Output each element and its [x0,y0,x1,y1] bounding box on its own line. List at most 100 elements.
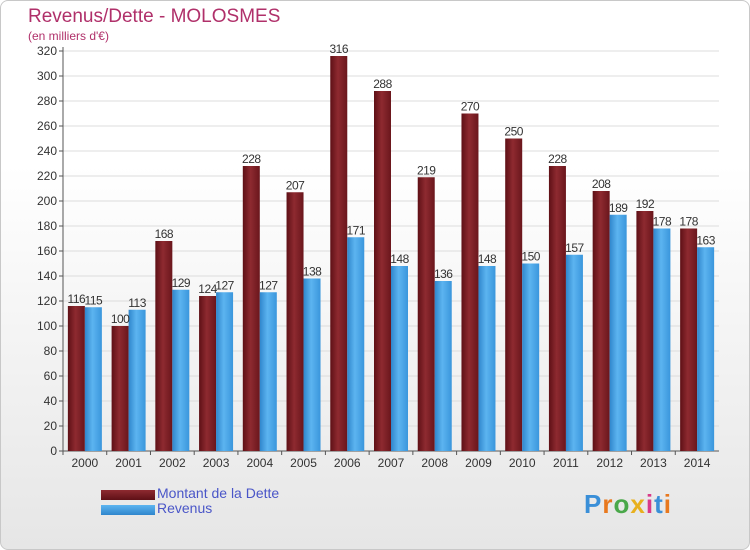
y-tick-label: 140 [37,269,57,283]
data-label-revenus: 127 [215,278,234,292]
data-label-revenus: 163 [696,233,715,247]
data-label-revenus: 150 [521,250,540,264]
data-label-dette: 228 [548,152,567,166]
x-tick-label: 2001 [115,456,142,470]
bars [67,56,715,451]
y-tick-label: 280 [37,94,57,108]
data-label-revenus: 138 [303,265,322,279]
data-label-dette: 168 [155,227,174,241]
legend-swatch-revenus [101,505,155,515]
data-label-dette: 116 [68,292,86,306]
x-tick-label: 2002 [159,456,186,470]
bar-revenus [128,309,146,451]
logo-letter: x [630,489,646,519]
data-label-revenus: 148 [478,252,497,266]
bar-dette [199,296,217,451]
logo-letter: P [584,489,603,519]
data-label-dette: 288 [373,77,392,91]
bar-dette [461,113,479,451]
legend-label-revenus: Revenus [157,500,213,516]
chart-title: Revenus/Dette - MOLOSMES [28,6,281,27]
bar-dette [242,166,260,451]
chart-subtitle: (en milliers d'€) [28,29,109,43]
bar-revenus [653,228,671,451]
axes: 0 20 40 60 80 100 120 140 160 180 200 220 240 260 280 3… [37,44,719,470]
y-tick-label: 120 [37,294,57,308]
y-tick-label: 320 [37,44,57,58]
bar-revenus [347,237,365,451]
data-label-revenus: 136 [434,267,453,281]
bar-revenus [216,292,234,451]
y-tick-label: 40 [44,394,58,408]
data-label-revenus: 171 [347,223,366,237]
data-label-revenus: 189 [609,201,628,215]
data-label-revenus: 127 [259,278,278,292]
data-label-dette: 124 [198,282,217,296]
x-tick-label: 2010 [509,456,536,470]
x-tick-label: 2009 [465,456,492,470]
bar-dette [636,211,654,451]
bar-revenus [391,266,408,451]
data-label-dette: 207 [286,178,305,192]
logo-letter: o [613,489,631,519]
logo-letter: t [654,489,664,519]
y-tick-label: 60 [44,369,58,383]
bar-dette [330,56,348,451]
y-tick-label: 240 [37,144,57,158]
data-label-dette: 250 [504,125,523,139]
data-label-dette: 100 [111,312,130,326]
data-label-dette: 316 [330,42,349,56]
x-tick-label: 2013 [640,456,667,470]
x-tick-label: 2004 [246,456,273,470]
logo-letter: i [663,489,672,519]
x-tick-label: 2012 [596,456,623,470]
bar-revenus [172,289,190,451]
logo-letter: i [645,489,655,519]
legend-swatch-dette [101,490,155,500]
x-tick-label: 2011 [553,456,579,470]
logo-letter: r [602,489,614,519]
y-tick-label: 200 [37,194,57,208]
bar-dette [417,177,435,451]
data-label-revenus: 148 [390,252,409,266]
y-tick-label: 300 [37,69,57,83]
bar-dette [548,166,566,451]
x-tick-label: 2014 [684,456,711,470]
bar-dette [67,306,85,451]
bar-revenus [565,254,583,451]
bar-dette [374,91,391,451]
bar-revenus [522,263,540,451]
bar-revenus [259,292,277,451]
x-tick-label: 2008 [421,456,448,470]
y-tick-label: 100 [37,319,57,333]
bar-revenus [303,278,321,451]
data-label-revenus: 178 [653,215,672,229]
bar-revenus [84,307,102,451]
y-tick-label: 0 [50,444,57,458]
y-tick-label: 220 [37,169,57,183]
bar-dette [505,138,523,451]
data-label-dette: 270 [461,100,480,114]
bar-revenus [434,281,452,451]
y-tick-label: 260 [37,119,57,133]
data-label-dette: 208 [592,177,611,191]
x-tick-label: 2005 [290,456,317,470]
data-label-revenus: 129 [172,276,191,290]
bar-revenus [478,266,496,451]
x-tick-label: 2000 [72,456,99,470]
x-tick-label: 2006 [334,456,361,470]
y-tick-label: 20 [44,419,58,433]
bar-dette [286,192,304,451]
data-label-revenus: 115 [85,293,103,307]
y-tick-label: 180 [37,219,57,233]
bar-dette [592,191,610,451]
bar-revenus [697,247,715,451]
x-tick-label: 2007 [378,456,405,470]
data-label-dette: 192 [636,197,655,211]
data-label-dette: 178 [679,215,698,229]
y-tick-label: 160 [37,244,57,258]
y-tick-label: 80 [44,344,58,358]
data-label-dette: 219 [417,163,436,177]
